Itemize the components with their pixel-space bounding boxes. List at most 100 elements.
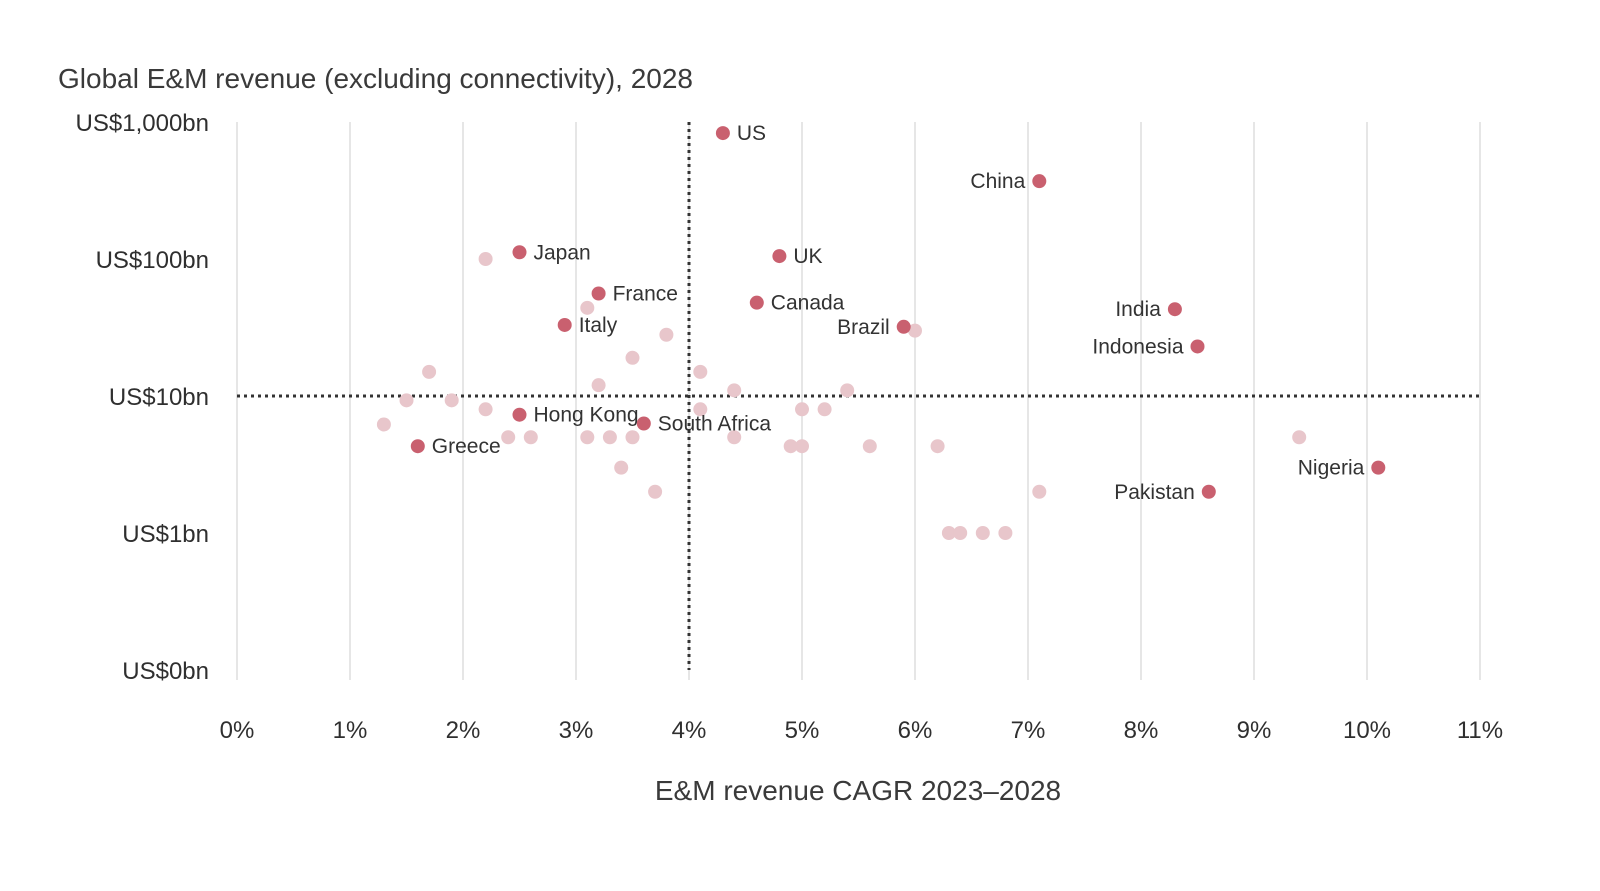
x-tick-label: 6%	[898, 717, 933, 744]
x-tick-label: 10%	[1343, 717, 1391, 744]
data-point	[1371, 460, 1386, 475]
x-tick-label: 1%	[333, 717, 368, 744]
data-point	[501, 430, 516, 445]
highlighted-point: Pakistan	[1114, 481, 1216, 504]
data-point	[444, 393, 459, 408]
point-label: Greece	[432, 435, 501, 458]
data-point	[1190, 339, 1205, 354]
x-tick-label: 5%	[785, 717, 820, 744]
data-point	[478, 402, 493, 417]
point-label: China	[970, 170, 1025, 193]
x-tick-label: 2%	[446, 717, 481, 744]
y-tick-label: US$10bn	[109, 384, 209, 411]
data-point	[749, 295, 764, 310]
point-label: India	[1115, 298, 1161, 321]
data-point	[591, 378, 606, 393]
data-point	[648, 484, 663, 499]
y-tick-label: US$1bn	[122, 521, 209, 548]
data-point	[512, 245, 527, 260]
data-point	[783, 439, 798, 454]
data-point	[953, 526, 968, 540]
highlighted-point: US	[715, 122, 766, 145]
x-axis-ticks: 0% 1% 2% 3% 4% 5% 6% 7% 8% 9% 10% 11%	[220, 717, 1503, 744]
data-point	[523, 430, 538, 445]
grid-lines	[236, 122, 1481, 680]
data-point	[1201, 484, 1216, 499]
data-point	[636, 416, 651, 431]
data-point	[998, 526, 1013, 540]
data-point	[862, 439, 877, 454]
highlighted-point: UK	[772, 245, 823, 268]
y-tick-label: US$1,000bn	[76, 110, 209, 137]
highlighted-point: Italy	[557, 314, 618, 337]
data-point	[399, 393, 414, 408]
data-point	[693, 402, 708, 417]
data-point	[817, 402, 832, 417]
data-point	[580, 430, 595, 445]
data-point	[715, 126, 730, 141]
highlighted-point: Brazil	[837, 316, 911, 339]
highlighted-point: France	[591, 282, 678, 305]
data-point	[602, 430, 617, 445]
data-point	[591, 286, 606, 301]
data-point	[376, 417, 391, 432]
data-point	[727, 383, 742, 398]
x-tick-label: 3%	[559, 717, 594, 744]
highlighted-point: Nigeria	[1298, 457, 1386, 480]
point-label: Hong Kong	[534, 404, 639, 427]
point-label: Indonesia	[1092, 335, 1183, 358]
data-point	[930, 439, 945, 454]
point-label: Canada	[771, 292, 845, 315]
data-point	[659, 327, 674, 342]
data-point	[840, 383, 855, 398]
data-point	[410, 439, 425, 454]
point-label: Pakistan	[1114, 481, 1195, 504]
reference-lines	[237, 122, 1480, 670]
x-axis-label: E&M revenue CAGR 2023–2028	[655, 775, 1061, 806]
point-label: UK	[793, 245, 822, 268]
x-tick-label: 11%	[1457, 717, 1503, 744]
highlighted-point: Japan	[512, 241, 591, 264]
data-point	[1292, 430, 1307, 445]
data-point	[795, 402, 809, 417]
data-point	[478, 252, 493, 266]
point-label: Brazil	[837, 316, 890, 339]
point-label: Nigeria	[1298, 457, 1365, 480]
data-point	[557, 317, 572, 332]
point-label: Japan	[534, 241, 591, 264]
y-axis-ticks: US$0bn US$1bn US$10bn US$100bn US$1,000bn	[76, 110, 209, 685]
highlighted-point: Greece	[410, 435, 501, 458]
point-label: Italy	[579, 314, 618, 337]
highlighted-point: Indonesia	[1092, 335, 1205, 358]
data-point	[1167, 302, 1182, 317]
data-point	[1032, 174, 1047, 189]
data-point	[422, 364, 437, 379]
other-markets-points	[376, 252, 1307, 540]
data-point	[625, 430, 640, 445]
highlighted-point: Canada	[749, 292, 845, 315]
x-tick-label: 7%	[1011, 717, 1046, 744]
x-tick-label: 9%	[1237, 717, 1272, 744]
data-point	[512, 407, 527, 422]
highlighted-point: China	[970, 170, 1047, 193]
y-tick-label: US$0bn	[122, 658, 209, 685]
data-point	[625, 350, 640, 365]
data-point	[795, 439, 809, 454]
data-point	[896, 319, 911, 334]
highlighted-point: South Africa	[636, 412, 772, 435]
x-tick-label: 0%	[220, 717, 255, 744]
data-point	[908, 323, 922, 338]
y-tick-label: US$100bn	[96, 247, 209, 274]
highlighted-markets: US China Japan UK France Canada India Italy Braz…	[410, 122, 1386, 504]
data-point	[614, 460, 629, 475]
data-point	[727, 430, 742, 445]
point-label: France	[613, 282, 678, 305]
data-point	[772, 249, 787, 264]
x-tick-label: 4%	[672, 717, 707, 744]
point-label: South Africa	[658, 412, 772, 435]
data-point	[693, 364, 708, 379]
chart-title: Global E&M revenue (excluding connectivi…	[58, 63, 693, 94]
data-point	[580, 300, 595, 315]
highlighted-point: Hong Kong	[512, 404, 639, 427]
